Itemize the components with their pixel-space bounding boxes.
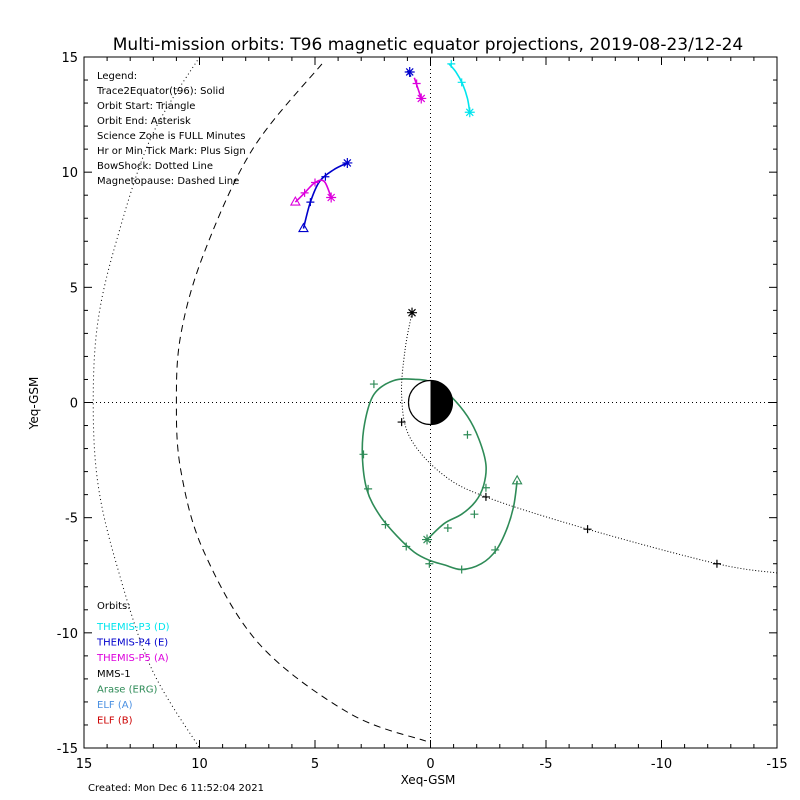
x-tick-label: 10 (191, 757, 208, 772)
orbit-legend-item: THEMIS-P3 (D) (96, 622, 170, 633)
orbit-legend-item: ELF (A) (97, 700, 133, 711)
orbit-end (416, 93, 427, 104)
orbit-themis-p4-e-2 (404, 66, 415, 77)
magnetopause-line (175, 63, 427, 742)
orbit-end (404, 66, 415, 77)
x-axis-label: Xeq-GSM (401, 773, 456, 787)
legend-line: Orbit End: Asterisk (97, 116, 191, 127)
tick-mark (457, 78, 466, 87)
legend: Legend: Trace2Equator(t96): Solid Orbit St… (96, 71, 246, 187)
y-tick-label: 5 (70, 281, 78, 296)
legend-line: Legend: (97, 71, 137, 82)
orbit-legend-item: MMS-1 (97, 669, 131, 680)
tick-mark (369, 380, 378, 389)
tick-mark (457, 565, 466, 574)
orbit-legend-item: THEMIS-P5 (A) (96, 653, 169, 664)
orbit-series (289, 59, 778, 574)
boundaries (92, 56, 427, 749)
y-axis-label: Yeq-GSM (27, 377, 41, 431)
orbit-legend-item: ELF (B) (97, 716, 133, 727)
tick-mark (311, 178, 319, 187)
y-tick-label: -15 (57, 742, 78, 757)
tick-mark (583, 525, 592, 534)
x-tick-label: -5 (540, 757, 553, 772)
orbit-end (326, 192, 337, 203)
tick-mark (425, 559, 434, 568)
tick-mark (306, 198, 315, 207)
tick-mark (447, 59, 456, 68)
orbit-themis-p5-a-2 (412, 77, 427, 104)
orbit-start (298, 222, 309, 233)
tick-mark (412, 79, 421, 88)
tick-mark (712, 559, 721, 568)
orbit-start (511, 474, 523, 485)
earth-symbol (407, 379, 454, 426)
earth-night-side (430, 380, 453, 425)
legend-line: Orbit Start: Triangle (97, 101, 195, 112)
tick-mark (470, 510, 479, 519)
orbit-end (464, 107, 475, 118)
orbit-themis-p5-a- (289, 178, 337, 206)
y-tick-label: -5 (65, 512, 78, 527)
tick-mark (491, 545, 500, 554)
legend-line: Trace2Equator(t96): Solid (96, 86, 225, 97)
orbit-end (342, 157, 353, 168)
y-tick-label: 15 (61, 51, 78, 66)
orbit-trace (400, 312, 778, 574)
orbit-mms-1 (397, 307, 778, 574)
tick-mark (402, 542, 411, 551)
orbit-legend-item: THEMIS-P4 (E) (96, 638, 168, 649)
tick-mark (481, 483, 490, 492)
tick-mark (364, 484, 373, 493)
orbit-trace (413, 77, 423, 99)
tick-mark (359, 450, 368, 459)
orbits-heading: Orbits: (97, 601, 131, 612)
created-timestamp: Created: Mon Dec 6 11:52:04 2021 (88, 783, 264, 794)
tick-mark (300, 188, 309, 197)
tick-mark (443, 524, 452, 533)
orbit-themis-p3-d- (447, 59, 475, 118)
x-tick-label: -15 (766, 757, 787, 772)
chart-title: Multi-mission orbits: T96 magnetic equat… (113, 35, 744, 55)
y-tick-label: 10 (61, 166, 78, 181)
x-tick-label: 5 (311, 757, 319, 772)
orbit-trace (361, 378, 518, 571)
legend-line: Science Zone is FULL Minutes (97, 131, 246, 142)
orbit-trace (302, 162, 348, 229)
tick-mark (397, 418, 406, 427)
orbit-trace (448, 63, 471, 113)
x-tick-label: 0 (426, 757, 434, 772)
orbit-themis-p4-e- (298, 157, 353, 233)
orbit-start (289, 195, 301, 206)
orbits-legend: Orbits: THEMIS-P3 (D) THEMIS-P4 (E) THEMIS-… (96, 601, 170, 727)
orbit-legend-item: Arase (ERG) (97, 684, 158, 695)
orbit-arase-erg- (359, 378, 523, 574)
orbit-end (407, 307, 418, 318)
orbit-end (422, 534, 433, 545)
x-tick-label: 15 (76, 757, 93, 772)
legend-line: BowShock: Dotted Line (97, 161, 213, 172)
x-tick-label: -10 (651, 757, 672, 772)
y-tick-label: 0 (70, 397, 78, 412)
legend-line: Hr or Min Tick Mark: Plus Sign (97, 146, 246, 157)
legend-line: Magnetopause: Dashed Line (97, 176, 239, 187)
orbit-trace (294, 179, 332, 203)
tick-mark (463, 430, 472, 439)
y-tick-label: -10 (57, 627, 78, 642)
tick-mark (381, 520, 390, 529)
tick-mark (321, 172, 330, 181)
tick-mark (481, 492, 490, 501)
